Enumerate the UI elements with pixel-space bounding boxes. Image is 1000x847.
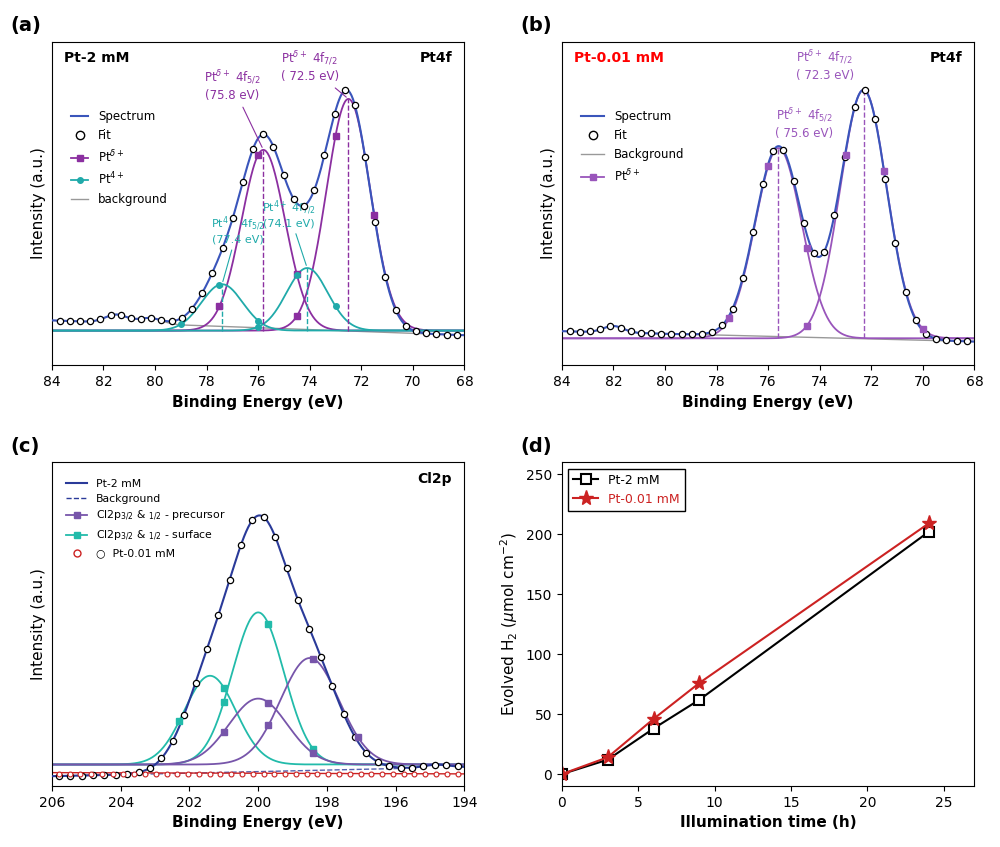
Text: Pt$^{\delta+}$ 4f$_{5/2}$
(75.8 eV): Pt$^{\delta+}$ 4f$_{5/2}$ (75.8 eV) [204, 69, 262, 147]
Text: Cl2p: Cl2p [418, 472, 452, 486]
Y-axis label: Evolved H$_2$ ($\mu$mol cm$^{-2}$): Evolved H$_2$ ($\mu$mol cm$^{-2}$) [499, 532, 520, 717]
X-axis label: Illumination time (h): Illumination time (h) [680, 816, 856, 830]
X-axis label: Binding Energy (eV): Binding Energy (eV) [172, 395, 344, 410]
X-axis label: Binding Energy (eV): Binding Energy (eV) [172, 816, 344, 830]
Legend: Spectrum, Fit, Pt$^{\delta+}$, Pt$^{4+}$, background: Spectrum, Fit, Pt$^{\delta+}$, Pt$^{4+}$… [66, 106, 173, 211]
Legend: Spectrum, Fit, Background, Pt$^{\delta+}$: Spectrum, Fit, Background, Pt$^{\delta+}… [576, 106, 689, 189]
Text: Pt$^{\delta+}$ 4f$_{7/2}$
( 72.5 eV): Pt$^{\delta+}$ 4f$_{7/2}$ ( 72.5 eV) [281, 50, 346, 97]
Text: Pt$^{4+}$ 4f$_{7/2}$
(74.1 eV): Pt$^{4+}$ 4f$_{7/2}$ (74.1 eV) [262, 198, 316, 265]
Text: (c): (c) [11, 437, 40, 456]
Pt-0.01 mM [602, 752, 614, 762]
Text: Pt$^{4+}$ 4f$_{5/2}$
(77.4 eV): Pt$^{4+}$ 4f$_{5/2}$ (77.4 eV) [211, 214, 265, 281]
Pt-2 mM [648, 723, 660, 734]
Text: Pt-2 mM: Pt-2 mM [64, 52, 130, 65]
Pt-2 mM [693, 695, 705, 705]
Text: (d): (d) [521, 437, 552, 456]
Y-axis label: Intensity (a.u.): Intensity (a.u.) [541, 147, 556, 259]
Pt-0.01 mM [923, 518, 935, 529]
Text: Pt$^{\delta+}$ 4f$_{7/2}$
( 72.3 eV): Pt$^{\delta+}$ 4f$_{7/2}$ ( 72.3 eV) [796, 48, 854, 82]
Line: Pt-2 mM: Pt-2 mM [557, 527, 933, 779]
Pt-2 mM [556, 769, 568, 779]
Text: (b): (b) [521, 16, 552, 35]
Pt-0.01 mM [693, 678, 705, 688]
Text: Pt4f: Pt4f [419, 52, 452, 65]
X-axis label: Binding Energy (eV): Binding Energy (eV) [682, 395, 854, 410]
Y-axis label: Intensity (a.u.): Intensity (a.u.) [31, 147, 46, 259]
Legend: Pt-2 mM, Pt-0.01 mM: Pt-2 mM, Pt-0.01 mM [568, 468, 685, 511]
Text: Pt4f: Pt4f [929, 52, 962, 65]
Text: (a): (a) [11, 16, 42, 35]
Pt-0.01 mM [556, 769, 568, 779]
Y-axis label: Intensity (a.u.): Intensity (a.u.) [31, 568, 46, 680]
Text: Pt$^{\delta+}$ 4f$_{5/2}$
( 75.6 eV): Pt$^{\delta+}$ 4f$_{5/2}$ ( 75.6 eV) [775, 107, 833, 141]
Line: Pt-0.01 mM: Pt-0.01 mM [554, 516, 936, 782]
Pt-0.01 mM [648, 714, 660, 724]
Text: Pt-0.01 mM: Pt-0.01 mM [574, 52, 664, 65]
Legend: Pt-2 mM, Background, Cl2p$_{3/2}$ & $_{1/2}$ - precursor, Cl2p$_{3/2}$ & $_{1/2}: Pt-2 mM, Background, Cl2p$_{3/2}$ & $_{1… [61, 474, 230, 562]
Pt-2 mM [923, 527, 935, 537]
Pt-2 mM [602, 755, 614, 765]
